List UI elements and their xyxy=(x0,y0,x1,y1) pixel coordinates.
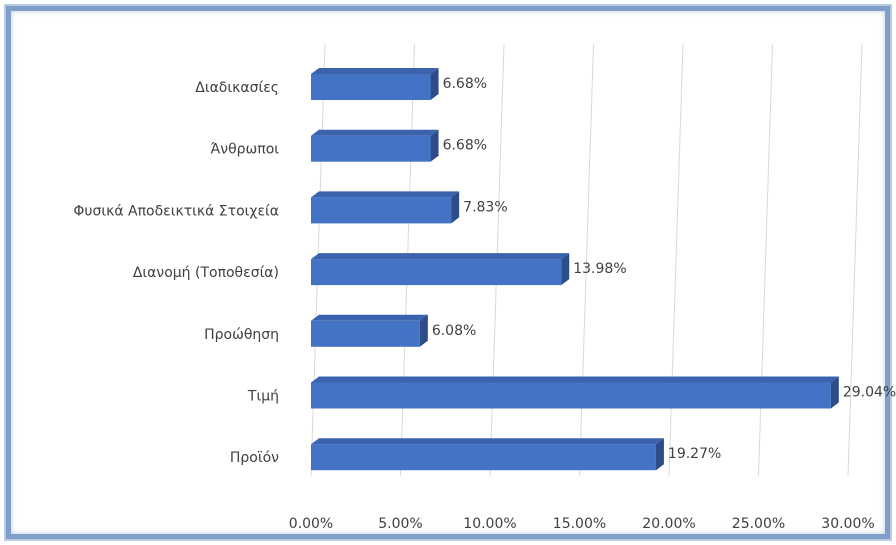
data-label: 19.27% xyxy=(668,446,721,462)
bar xyxy=(311,259,562,286)
bar xyxy=(311,135,431,162)
gridline xyxy=(758,43,773,477)
bar xyxy=(311,320,420,347)
bar-top-face xyxy=(311,129,439,136)
x-tick-label: 25.00% xyxy=(732,516,785,532)
data-label: 13.98% xyxy=(573,261,626,277)
x-tick-label: 5.00% xyxy=(378,516,422,532)
category-label: Προώθηση xyxy=(204,327,279,343)
data-label: 7.83% xyxy=(463,199,507,215)
x-tick-label: 20.00% xyxy=(642,516,695,532)
x-tick-label: 0.00% xyxy=(289,516,333,532)
gridline xyxy=(579,43,594,477)
bar-top-face xyxy=(311,314,428,321)
x-tick-label: 10.00% xyxy=(463,516,516,532)
gridline xyxy=(847,43,863,477)
category-label: Προϊόν xyxy=(230,450,279,466)
category-label: Διαδικασίες xyxy=(195,80,279,96)
category-label: Διανομή (Τοποθεσία) xyxy=(133,265,279,281)
x-tick-label: 30.00% xyxy=(821,516,874,532)
category-label: Άνθρωποι xyxy=(211,142,280,158)
data-label: 6.68% xyxy=(443,138,487,154)
x-tick-label: 15.00% xyxy=(553,516,606,532)
bar-side-face xyxy=(430,68,439,100)
bar-side-face xyxy=(561,253,570,286)
bar-side-face xyxy=(419,314,428,347)
bar-top-face xyxy=(311,191,460,198)
bar-top-face xyxy=(311,253,570,260)
bar-top-face xyxy=(311,68,439,74)
category-label: Τιμή xyxy=(247,389,279,405)
bar-top-face xyxy=(311,438,664,445)
bar xyxy=(311,74,431,100)
category-label: Φυσικά Αποδεικτικά Στοιχεία xyxy=(73,203,279,219)
data-label: 29.04% xyxy=(843,385,896,401)
bar xyxy=(311,444,656,471)
data-label: 6.08% xyxy=(432,323,476,339)
bar xyxy=(311,197,452,224)
data-label: 6.68% xyxy=(443,76,487,92)
bar-side-face xyxy=(430,129,439,162)
bar-side-face xyxy=(830,376,839,409)
bar-side-face xyxy=(451,191,460,224)
bar-side-face xyxy=(655,438,664,471)
bar xyxy=(311,382,831,409)
bar-top-face xyxy=(311,376,839,383)
gridline xyxy=(668,43,684,477)
